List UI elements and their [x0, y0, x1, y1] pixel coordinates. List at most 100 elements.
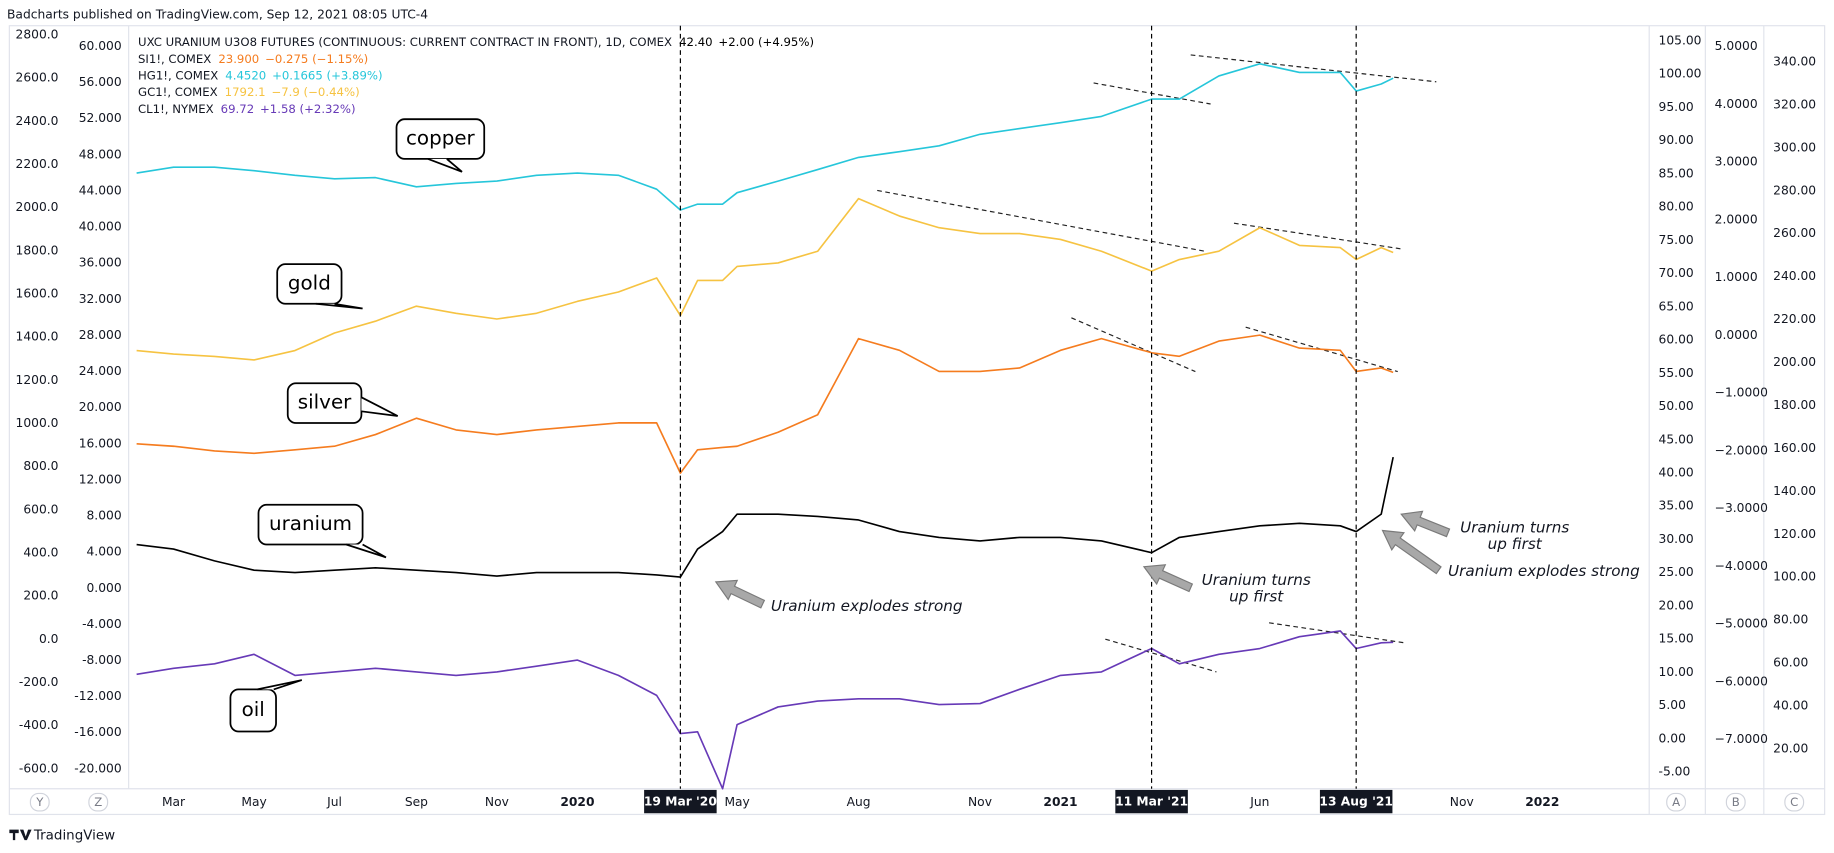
- y-tick-label: 600.0: [23, 502, 58, 516]
- y-tick-label: 2800.0: [16, 27, 59, 41]
- y5-tick-label: 220.00: [1773, 312, 1816, 326]
- series-line: [136, 630, 1394, 790]
- y5-tick-label: 340.00: [1773, 54, 1816, 68]
- callout-box: [276, 263, 343, 305]
- crosshair-label-box: [644, 789, 717, 814]
- trend-line: [1105, 638, 1217, 673]
- legend-change: +2.00 (+4.95%): [718, 35, 814, 49]
- legend-change: −7.9 (−0.44%): [271, 85, 359, 99]
- callout: uranium: [257, 503, 387, 559]
- axis-button[interactable]: [1666, 792, 1687, 812]
- x-tick-label: Jul: [326, 795, 342, 809]
- y2-tick-label: 24.000: [79, 364, 122, 378]
- y-tick-label: -200.0: [19, 675, 59, 689]
- callout-label: uranium: [269, 512, 352, 535]
- callout: gold: [276, 263, 363, 310]
- y2-tick-label: 36.000: [79, 256, 122, 270]
- series-line: [136, 197, 1394, 361]
- y5-tick-label: 80.00: [1773, 613, 1808, 627]
- axis-button[interactable]: [88, 792, 109, 812]
- axis-button-label[interactable]: Z: [94, 795, 102, 809]
- y2-tick-label: -12.000: [74, 689, 121, 703]
- legend-symbol: GC1!, COMEX: [138, 85, 218, 99]
- crosshair-label-box: [1115, 789, 1188, 814]
- y2-tick-label: 16.000: [79, 436, 122, 450]
- y4-tick-label: 5.0000: [1715, 39, 1758, 53]
- annotation-text: up first: [1229, 588, 1284, 606]
- legend-change: +0.1665 (+3.89%): [272, 68, 383, 82]
- x-tick-label: Jun: [1249, 795, 1269, 809]
- y-tick-label: 2000.0: [16, 200, 59, 214]
- callout-box: [229, 688, 277, 733]
- trend-line: [1245, 326, 1398, 373]
- callout-label: gold: [288, 271, 331, 294]
- legend-last: 1792.1: [225, 85, 266, 99]
- callout-tail: [257, 679, 303, 691]
- callout-tail: [427, 158, 463, 173]
- y2-tick-label: -16.000: [74, 725, 121, 739]
- y4-tick-label: −6.0000: [1715, 674, 1768, 688]
- trend-line: [1233, 222, 1402, 250]
- callout-label: silver: [298, 391, 352, 414]
- y3-tick-label: 45.00: [1659, 432, 1694, 446]
- axis-button-label[interactable]: Y: [35, 795, 44, 809]
- trend-line: [1190, 54, 1437, 83]
- axis-button-label[interactable]: B: [1732, 795, 1740, 809]
- annotation-text: Uranium explodes strong: [1448, 562, 1640, 580]
- y3-tick-label: 35.00: [1659, 499, 1694, 513]
- y2-tick-label: 40.000: [79, 220, 122, 234]
- y2-tick-label: -20.000: [74, 761, 121, 775]
- series-line: [136, 62, 1394, 211]
- y5-tick-label: 120.00: [1773, 527, 1816, 541]
- y3-tick-label: 40.00: [1659, 466, 1694, 480]
- y2-tick-label: 28.000: [79, 328, 122, 342]
- y3-tick-label: 95.00: [1659, 100, 1694, 114]
- x-tick-label: May: [724, 795, 749, 809]
- y2-tick-label: 48.000: [79, 147, 122, 161]
- y3-tick-label: 0.00: [1659, 731, 1686, 745]
- y5-tick-label: 240.00: [1773, 269, 1816, 283]
- x-tick-label: Nov: [485, 795, 509, 809]
- y4-tick-label: 1.0000: [1715, 270, 1758, 284]
- axis-button[interactable]: [29, 792, 50, 812]
- y5-tick-label: 200.00: [1773, 355, 1816, 369]
- axis-button[interactable]: [1725, 792, 1746, 812]
- y3-tick-label: 20.00: [1659, 598, 1694, 612]
- y-tick-label: 200.0: [23, 589, 58, 603]
- trend-line: [1071, 317, 1196, 373]
- series-line: [136, 334, 1394, 474]
- series-line: [136, 456, 1394, 578]
- axis-button[interactable]: [1784, 792, 1805, 812]
- y3-tick-label: 25.00: [1659, 565, 1694, 579]
- y3-tick-label: 80.00: [1659, 200, 1694, 214]
- y3-tick-label: 70.00: [1659, 266, 1694, 280]
- callout: copper: [395, 118, 486, 173]
- y4-tick-label: −3.0000: [1715, 501, 1768, 515]
- legend-last: 4.4520: [225, 68, 266, 82]
- annotation-text: up first: [1488, 535, 1543, 553]
- trend-line: [877, 189, 1205, 252]
- y-tick-label: 2400.0: [16, 114, 59, 128]
- legend-change: −0.275 (−1.15%): [265, 51, 368, 65]
- callout-label: copper: [406, 127, 476, 150]
- legend-last: 23.900: [218, 51, 259, 65]
- y2-tick-label: 4.000: [87, 545, 122, 559]
- y5-tick-label: 160.00: [1773, 441, 1816, 455]
- legend-change: +1.58 (+2.32%): [260, 101, 356, 115]
- legend-entry: SI1!, COMEX 23.900 −0.275 (−1.15%): [138, 51, 368, 65]
- y2-tick-label: 20.000: [79, 400, 122, 414]
- footer: TradingView: [33, 828, 115, 843]
- axis-button-label[interactable]: C: [1790, 795, 1798, 809]
- x-tick-label: 2022: [1525, 795, 1559, 809]
- y3-tick-label: 60.00: [1659, 333, 1694, 347]
- axis-button-label[interactable]: A: [1672, 795, 1680, 809]
- annotation-text: Uranium explodes strong: [771, 597, 963, 615]
- y2-tick-label: 32.000: [79, 292, 122, 306]
- crosshair-label-box: [1319, 789, 1393, 814]
- y-tick-label: 0.0: [39, 632, 59, 646]
- y4-tick-label: 2.0000: [1715, 212, 1758, 226]
- y2-tick-label: 52.000: [79, 111, 122, 125]
- logo-icon: [9, 829, 32, 841]
- x-tick-label: May: [241, 795, 266, 809]
